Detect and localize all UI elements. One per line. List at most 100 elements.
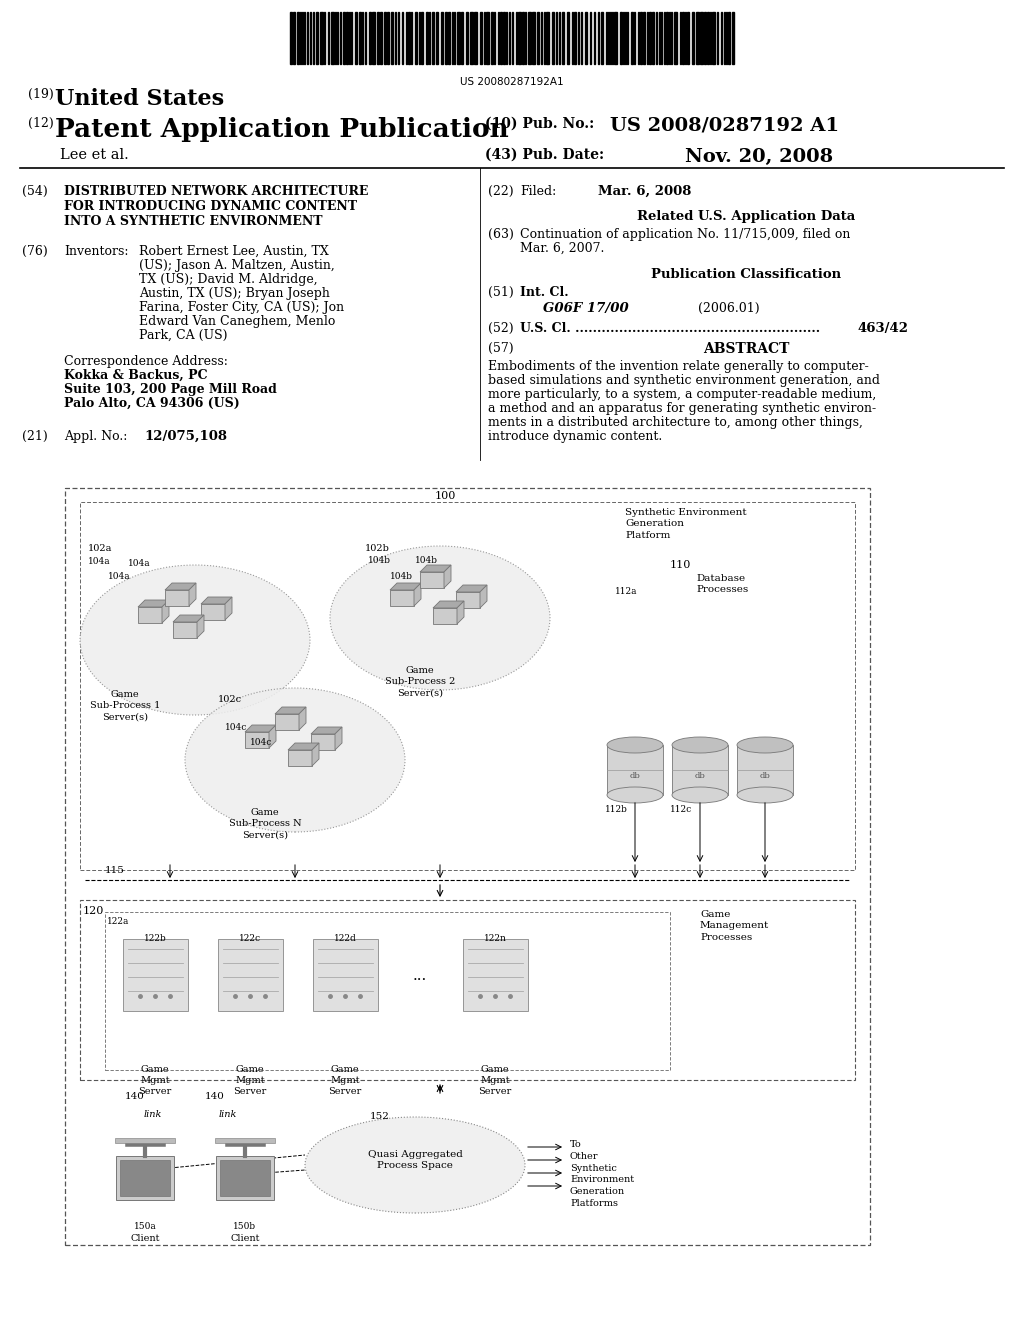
- Bar: [562, 12, 564, 63]
- Text: Patent Application Publication: Patent Application Publication: [55, 117, 509, 143]
- Bar: [461, 12, 463, 63]
- Text: (12): (12): [28, 117, 53, 129]
- Text: 122c: 122c: [239, 935, 261, 942]
- Ellipse shape: [737, 787, 793, 803]
- Bar: [377, 12, 379, 63]
- Bar: [480, 12, 482, 63]
- Bar: [311, 734, 335, 750]
- Bar: [165, 590, 189, 606]
- Text: (43) Pub. Date:: (43) Pub. Date:: [485, 148, 604, 162]
- Text: 150a: 150a: [133, 1222, 157, 1232]
- Text: (21): (21): [22, 430, 48, 444]
- Text: ...: ...: [413, 969, 427, 983]
- Text: 112b: 112b: [605, 805, 628, 814]
- Polygon shape: [162, 601, 169, 623]
- Text: Game
Mgmt
Server: Game Mgmt Server: [233, 1065, 266, 1096]
- Text: (10) Pub. No.:: (10) Pub. No.:: [485, 117, 594, 131]
- Text: Suite 103, 200 Page Mill Road: Suite 103, 200 Page Mill Road: [63, 383, 276, 396]
- Bar: [355, 12, 357, 63]
- Text: 150b: 150b: [233, 1222, 257, 1232]
- Bar: [486, 12, 489, 63]
- Bar: [216, 1156, 274, 1200]
- Ellipse shape: [80, 565, 310, 715]
- Text: G06F 17/00: G06F 17/00: [543, 302, 629, 315]
- Text: 122d: 122d: [334, 935, 356, 942]
- Text: (52): (52): [488, 322, 514, 335]
- Bar: [293, 12, 295, 63]
- Polygon shape: [312, 743, 319, 766]
- Text: 140: 140: [205, 1092, 225, 1101]
- Text: (54): (54): [22, 185, 48, 198]
- Bar: [369, 12, 371, 63]
- Bar: [500, 12, 502, 63]
- Polygon shape: [335, 727, 342, 750]
- Text: 104c: 104c: [225, 723, 248, 733]
- Polygon shape: [444, 565, 451, 587]
- Bar: [390, 590, 414, 606]
- Bar: [567, 12, 569, 63]
- Text: 122a: 122a: [106, 917, 129, 927]
- Text: Inventors:: Inventors:: [63, 246, 128, 257]
- Bar: [732, 12, 734, 63]
- Bar: [65, 488, 870, 1245]
- Text: Robert Ernest Lee, Austin, TX: Robert Ernest Lee, Austin, TX: [139, 246, 329, 257]
- Bar: [674, 12, 677, 63]
- Ellipse shape: [737, 737, 793, 752]
- Bar: [614, 12, 617, 63]
- Bar: [640, 12, 642, 63]
- Bar: [290, 12, 292, 63]
- Text: Game
Mgmt
Server: Game Mgmt Server: [478, 1065, 512, 1096]
- Bar: [503, 12, 505, 63]
- Bar: [652, 12, 654, 63]
- Text: Farina, Foster City, CA (US); Jon: Farina, Foster City, CA (US); Jon: [139, 301, 344, 314]
- Bar: [215, 1138, 275, 1143]
- Text: Quasi Aggregated
Process Space: Quasi Aggregated Process Space: [368, 1150, 463, 1170]
- Polygon shape: [299, 708, 306, 730]
- Polygon shape: [390, 583, 421, 590]
- Bar: [346, 12, 348, 63]
- Text: 102c: 102c: [218, 696, 242, 704]
- Bar: [316, 12, 318, 63]
- Bar: [631, 12, 633, 63]
- Bar: [391, 12, 393, 63]
- Text: 115: 115: [105, 866, 125, 875]
- Text: 104c: 104c: [250, 738, 272, 747]
- Text: Game
Sub-Process 1
Server(s): Game Sub-Process 1 Server(s): [90, 690, 160, 721]
- Bar: [80, 900, 855, 1080]
- Bar: [737, 744, 793, 795]
- Bar: [470, 12, 473, 63]
- Text: U.S. Cl. ........................................................: U.S. Cl. ...............................…: [520, 322, 820, 335]
- Polygon shape: [245, 725, 276, 733]
- Bar: [449, 12, 450, 63]
- Text: (57): (57): [488, 342, 514, 355]
- Polygon shape: [189, 583, 196, 606]
- Bar: [528, 12, 531, 63]
- Bar: [201, 605, 225, 620]
- Ellipse shape: [330, 546, 550, 690]
- Text: Kokka & Backus, PC: Kokka & Backus, PC: [63, 370, 208, 381]
- Bar: [463, 939, 527, 1011]
- Bar: [700, 12, 703, 63]
- Bar: [445, 12, 447, 63]
- Ellipse shape: [607, 737, 663, 752]
- Bar: [115, 1138, 175, 1143]
- Text: Game
Sub-Process 2
Server(s): Game Sub-Process 2 Server(s): [385, 667, 456, 697]
- Bar: [490, 12, 493, 63]
- Text: more particularly, to a system, a computer-readable medium,: more particularly, to a system, a comput…: [488, 388, 877, 401]
- Text: Mar. 6, 2007.: Mar. 6, 2007.: [520, 242, 604, 255]
- Bar: [408, 12, 410, 63]
- Text: Synthetic Environment
Generation
Platform: Synthetic Environment Generation Platfor…: [625, 508, 746, 540]
- Bar: [620, 12, 622, 63]
- Text: To
Other
Synthetic
Environment
Generation
Platforms: To Other Synthetic Environment Generatio…: [570, 1140, 634, 1208]
- Bar: [687, 12, 689, 63]
- Text: Publication Classification: Publication Classification: [651, 268, 841, 281]
- Text: 102b: 102b: [365, 544, 390, 553]
- Text: 102a: 102a: [88, 544, 113, 553]
- Text: 104b: 104b: [415, 556, 438, 565]
- Polygon shape: [269, 725, 276, 748]
- Bar: [359, 12, 361, 63]
- Bar: [173, 622, 197, 638]
- Ellipse shape: [672, 787, 728, 803]
- Bar: [426, 12, 428, 63]
- Polygon shape: [457, 601, 464, 624]
